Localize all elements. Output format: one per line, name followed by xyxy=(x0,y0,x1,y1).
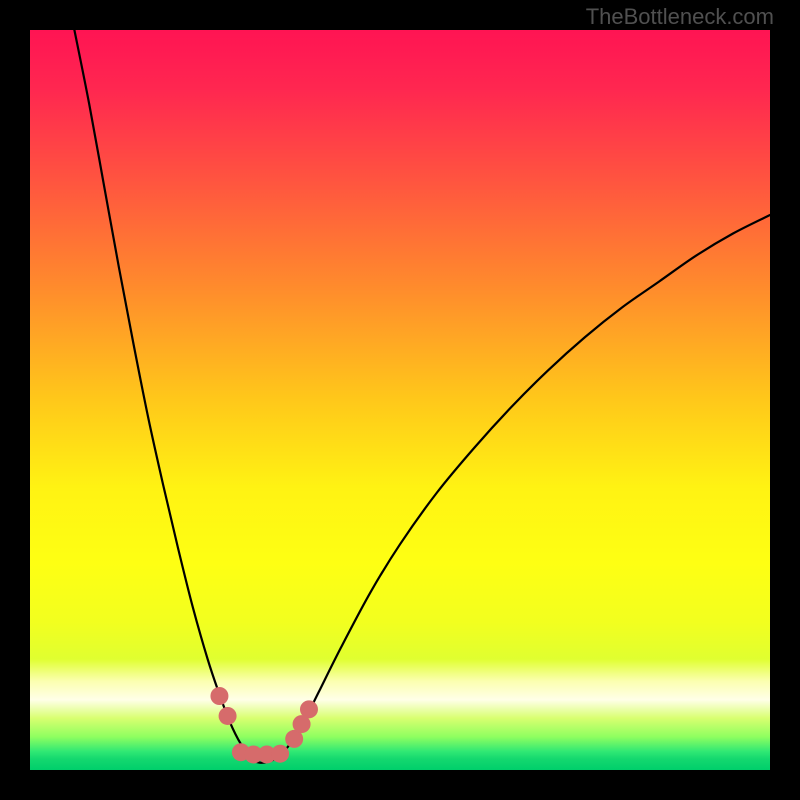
marker-point xyxy=(210,687,228,705)
bottleneck-chart xyxy=(30,30,770,770)
marker-point xyxy=(219,707,237,725)
gradient-background xyxy=(30,30,770,770)
chart-frame: TheBottleneck.com xyxy=(0,0,800,800)
plot-area xyxy=(30,30,770,770)
marker-point xyxy=(271,745,289,763)
watermark-text: TheBottleneck.com xyxy=(586,4,774,30)
marker-point xyxy=(300,700,318,718)
